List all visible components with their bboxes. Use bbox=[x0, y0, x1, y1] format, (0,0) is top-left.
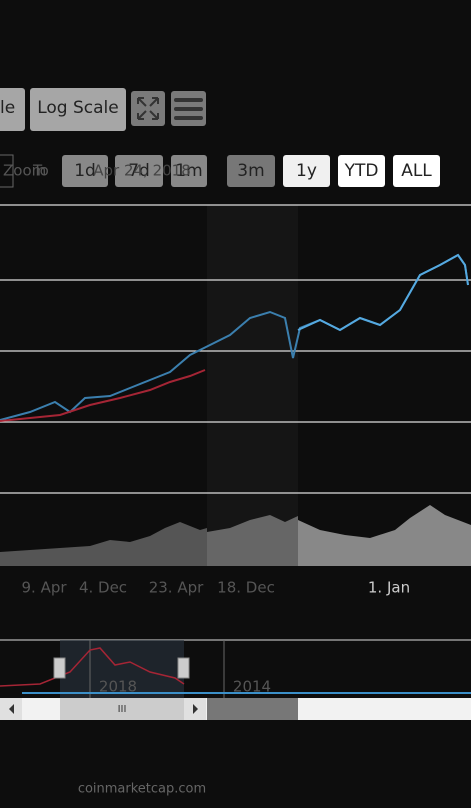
range-button-label: 1d bbox=[74, 161, 96, 181]
range-button-label: 1y bbox=[296, 161, 317, 181]
range-button[interactable] bbox=[338, 155, 385, 187]
navigator-mask bbox=[60, 640, 184, 698]
range-button-label: 7d bbox=[128, 161, 150, 181]
navigator-label: 2018 bbox=[99, 678, 137, 696]
menu-icon bbox=[174, 98, 203, 120]
zoom-label: Zoom bbox=[3, 162, 46, 180]
scrollbar-thumb[interactable] bbox=[60, 698, 184, 720]
date-input[interactable]: Apr 24, 2018 bbox=[93, 162, 191, 180]
range-button[interactable] bbox=[62, 155, 108, 187]
range-button[interactable] bbox=[393, 155, 440, 187]
selection-band bbox=[207, 205, 298, 566]
range-button[interactable] bbox=[171, 155, 207, 187]
x-tick-label: 9. Apr bbox=[21, 579, 67, 597]
navigator-handle[interactable] bbox=[53, 657, 66, 679]
range-button[interactable] bbox=[283, 155, 330, 187]
range-buttons: 1d 7d 1m 3m 1y YTD ALL bbox=[62, 155, 440, 187]
button[interactable] bbox=[0, 88, 25, 131]
volume-area bbox=[0, 522, 207, 566]
volume-area bbox=[207, 515, 298, 566]
credit[interactable]: coinmarketcap.com bbox=[78, 782, 206, 797]
fullscreen-icon bbox=[137, 97, 159, 120]
to-label: To bbox=[32, 162, 49, 180]
volume-area bbox=[298, 505, 471, 566]
x-tick-label: 23. Apr bbox=[149, 579, 204, 597]
arrow bbox=[193, 704, 198, 714]
range-button[interactable] bbox=[115, 155, 163, 187]
compare-line bbox=[0, 369, 206, 422]
grid bbox=[0, 204, 471, 494]
arrow bbox=[9, 704, 14, 714]
range-button-label: 1m bbox=[175, 161, 202, 181]
fullscreen-button[interactable] bbox=[131, 91, 165, 126]
range-button-label: 3m bbox=[237, 161, 264, 181]
range-button-label: YTD bbox=[344, 161, 379, 181]
scrollbar-shade bbox=[207, 698, 298, 720]
range-button-label: ALL bbox=[401, 161, 432, 181]
input-box[interactable] bbox=[0, 154, 14, 188]
scrollbar-grip: III bbox=[118, 704, 127, 715]
x-tick-label: 4. Dec bbox=[79, 579, 127, 597]
x-tick-label: 18. Dec bbox=[217, 579, 275, 597]
navigator-label: 2014 bbox=[233, 678, 271, 696]
range-button[interactable] bbox=[227, 155, 275, 187]
navigator-handle[interactable] bbox=[177, 657, 190, 679]
button-label: Log Scale bbox=[37, 98, 119, 118]
x-tick-label: 1. Jan bbox=[368, 579, 410, 597]
price-line-highlight bbox=[297, 253, 469, 332]
button[interactable] bbox=[30, 88, 126, 131]
x-axis: 9. Apr 4. Dec 23. Apr 18. Dec 1. Jan bbox=[21, 579, 410, 597]
button-label: le bbox=[0, 98, 15, 118]
